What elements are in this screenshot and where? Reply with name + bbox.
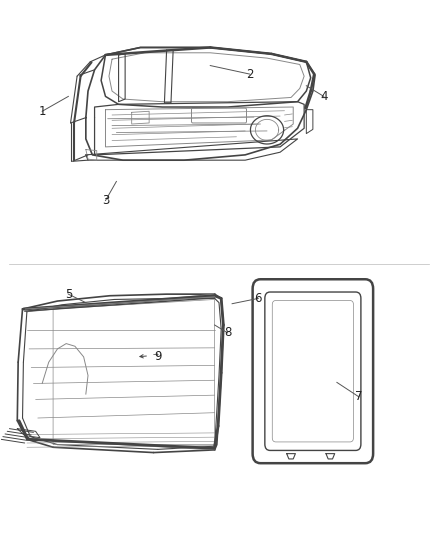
Text: 9: 9 (154, 350, 162, 364)
Text: 3: 3 (102, 194, 109, 207)
Text: 2: 2 (246, 68, 253, 80)
Text: 8: 8 (224, 326, 231, 340)
Text: 5: 5 (65, 288, 72, 301)
Text: 7: 7 (355, 390, 363, 403)
Text: 1: 1 (39, 105, 46, 118)
Text: 6: 6 (254, 292, 262, 305)
Text: 4: 4 (320, 90, 328, 103)
Text: →: → (153, 353, 159, 359)
